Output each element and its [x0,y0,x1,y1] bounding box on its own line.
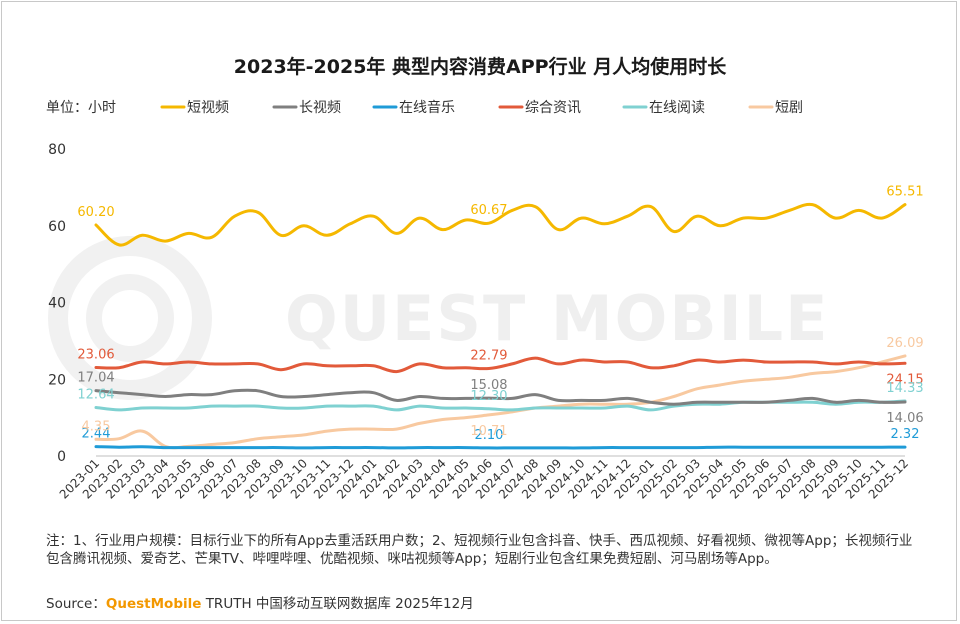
data-labels: 60.20 60.67 65.51 17.04 15.08 14.06 2.44 2.10 2.… [77,185,923,443]
data-label: 26.09 [886,336,923,351]
legend-label: 短视频 [187,100,229,116]
y-tick-label: 60 [48,219,66,235]
footnote: 注：1、行业用户规模：目标行业下的所有App去重活跃用户数；2、短视频行业包含抖… [46,533,913,567]
data-label: 14.33 [886,381,923,396]
data-label: 24.15 [886,372,923,387]
legend-label: 短剧 [775,100,803,116]
data-label: 14.06 [886,411,923,426]
source-brand: QuestMobile [105,596,202,612]
legend-label: 在线音乐 [399,99,455,116]
y-tick-label: 40 [48,296,66,312]
data-label: 10.71 [470,424,507,439]
source-suffix: TRUTH 中国移动互联网数据库 2025年12月 [205,596,474,612]
x-axis: 2023-012023-022023-032023-042023-052023-… [57,456,911,501]
legend-label: 综合资讯 [525,100,581,116]
data-label: 60.67 [470,203,507,218]
legend-label: 长视频 [299,100,341,116]
y-tick-label: 20 [48,372,66,388]
watermark-text: QUEST MOBILE [285,282,830,355]
data-label: 2.32 [891,427,920,442]
data-label: 23.06 [77,348,114,363]
data-label: 2.44 [82,427,111,442]
line-chart: QUEST MOBILE 2023年-2025年 典型内容消费APP行业 月人均… [46,55,924,502]
data-label: 17.04 [77,371,114,386]
series-line [94,388,907,406]
data-label: 65.51 [886,185,923,200]
series-line [94,202,907,247]
watermark: QUEST MOBILE [48,236,830,400]
data-label: 12.64 [77,387,114,402]
data-label: 12.30 [470,389,507,404]
data-label: 22.79 [470,349,507,364]
data-label: 15.08 [470,378,507,393]
y-tick-label: 80 [48,142,66,158]
unit-label: 单位：小时 [46,100,116,116]
source-line: Source：QuestMobile TRUTH 中国移动互联网数据库 2025… [46,592,474,612]
y-tick-label: 0 [57,449,66,465]
legend-label: 在线阅读 [649,99,705,116]
data-label: 4.35 [82,419,111,434]
chart-title: 2023年-2025年 典型内容消费APP行业 月人均使用时长 [234,55,727,78]
y-axis: 0 20 40 60 80 [48,142,66,465]
source-prefix: Source： [46,596,106,612]
series-line [94,445,907,450]
legend: 短视频 长视频 在线音乐 综合资讯 在线阅读 短剧 [160,99,803,116]
series-line [94,354,907,450]
data-label: 2.10 [474,428,503,443]
data-label: 60.20 [77,205,114,220]
series-line [94,356,907,374]
series-lines [94,202,907,450]
